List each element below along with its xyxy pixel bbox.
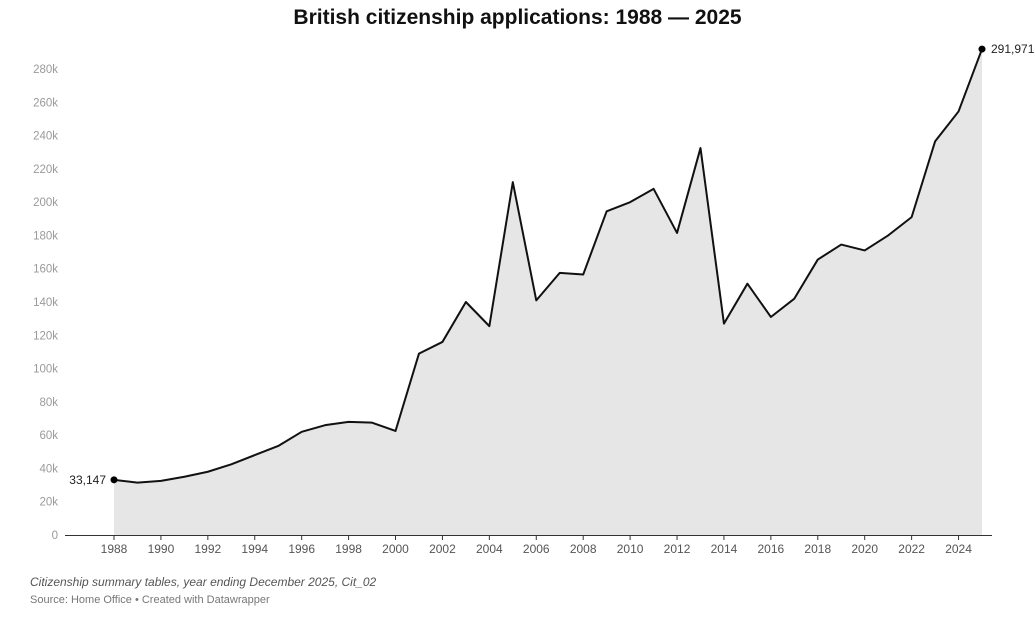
y-tick-label: 200k [33,197,58,209]
x-tick-label: 1998 [335,542,362,556]
end-value-label: 291,971 [991,42,1035,56]
x-tick-label: 2002 [429,542,456,556]
y-tick-label: 0 [52,530,58,542]
x-tick-label: 2016 [758,542,785,556]
y-tick-label: 260k [33,97,58,109]
x-tick-label: 2006 [523,542,550,556]
y-tick-label: 140k [33,297,58,309]
y-tick-label: 180k [33,230,58,242]
x-tick-label: 2008 [570,542,597,556]
y-tick-label: 280k [33,64,58,76]
plot-area: 0 20k 40k 60k 80k 100k 120k 140k 160k 180k 200k 220… [33,42,1035,556]
x-tick-label: 1988 [101,542,128,556]
x-tick-label: 2010 [617,542,644,556]
y-tick-label: 240k [33,131,58,143]
y-tick-label: 220k [33,164,58,176]
chart-title: British citizenship applications: 1988 —… [293,6,742,29]
end-point-dot [978,45,986,53]
x-tick-label: 2020 [851,542,878,556]
x-tick-label: 1990 [148,542,175,556]
area-fill [114,49,982,535]
x-tick-label: 2000 [382,542,409,556]
x-tick-label: 1994 [241,542,268,556]
x-tick-label: 2018 [804,542,831,556]
chart-source: Source: Home Office • Created with Dataw… [30,594,270,606]
y-tick-label: 40k [39,463,58,475]
y-tick-label: 80k [39,397,58,409]
x-tick-label: 2022 [898,542,925,556]
y-tick-label: 20k [39,497,58,509]
x-tick-label: 1992 [194,542,221,556]
x-tick-label: 1996 [288,542,315,556]
start-value-label: 33,147 [69,473,106,487]
x-tick-label: 2014 [711,542,738,556]
y-tick-label: 120k [33,330,58,342]
y-tick-label: 60k [39,430,58,442]
y-tick-label: 160k [33,264,58,276]
x-tick-label: 2024 [945,542,972,556]
series-line [113,48,983,484]
x-tick-label: 2004 [476,542,503,556]
y-tick-label: 100k [33,364,58,376]
x-tick-label: 2012 [664,542,691,556]
start-point-dot [110,476,118,484]
chart-note: Citizenship summary tables, year ending … [30,575,377,589]
